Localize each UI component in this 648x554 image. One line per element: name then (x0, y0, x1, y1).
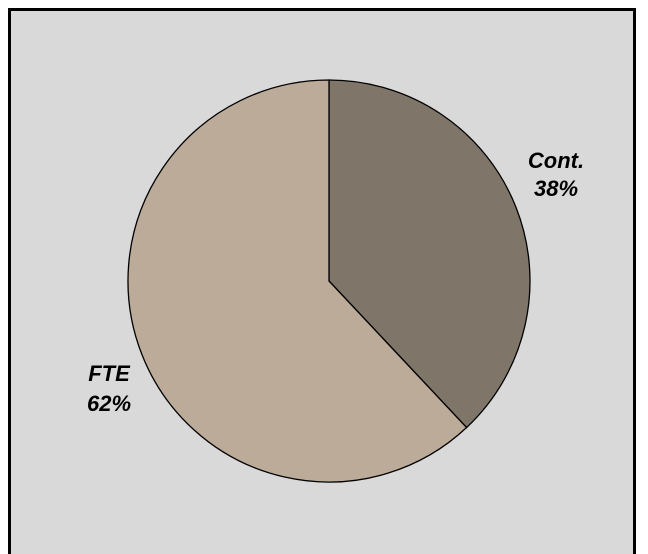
slice-label-fte-percent: 62% (87, 391, 131, 416)
slice-label-fte-name: FTE (88, 361, 131, 386)
pie-slice-fte (127, 79, 468, 483)
pie-slices (127, 79, 531, 483)
slice-label-cont-name: Cont. (528, 148, 584, 173)
pie-slice-cont (328, 79, 531, 429)
slice-label-cont-percent: 38% (534, 176, 578, 201)
